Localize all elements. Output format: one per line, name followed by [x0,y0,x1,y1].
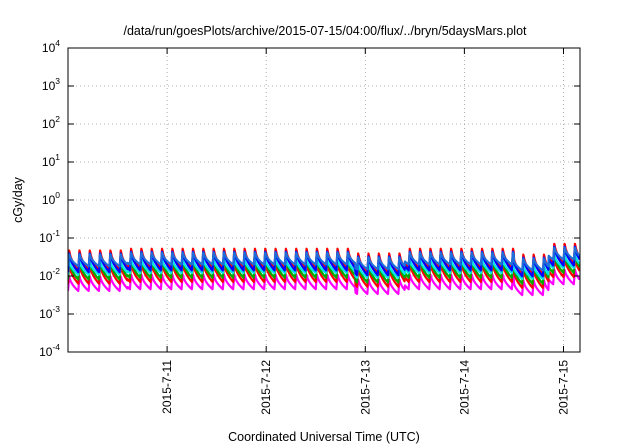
y-tick-label: 103 [42,76,60,93]
y-tick-label: 102 [42,114,60,131]
x-tick-label: 2015-7-11 [160,360,174,414]
x-tick-label: 2015-7-13 [358,360,372,415]
series-line-7 [68,246,580,272]
grid [68,47,580,353]
series-line-4 [68,253,580,280]
x-tick-label: 2015-7-15 [556,360,570,415]
x-tick-label: 2015-7-14 [457,360,471,415]
y-axis-label: cGy/day [11,176,25,223]
y-tick-label: 100 [42,190,60,207]
y-tick-label: 104 [42,38,60,55]
y-tick-label: 10-3 [39,304,60,321]
y-tick-label: 10-2 [39,266,60,283]
x-axis: 2015-7-11 2015-7-12 2015-7-13 2015-7-14 2015… [160,48,570,415]
x-axis-label: Coordinated Universal Time (UTC) [228,430,420,444]
series-line-1 [68,268,580,297]
y-tick-label: 101 [42,152,60,169]
y-tick-label: 10-1 [39,228,60,245]
y-tick-label: 10-4 [39,342,60,359]
chart-title: /data/run/goesPlots/archive/2015-07-15/0… [123,24,527,38]
series-line-2 [68,257,580,289]
x-tick-label: 2015-7-12 [259,360,273,415]
series-layer [68,242,580,297]
y-axis: 104 103 102 101 100 10-1 10-2 10-3 10-4 [39,38,580,359]
